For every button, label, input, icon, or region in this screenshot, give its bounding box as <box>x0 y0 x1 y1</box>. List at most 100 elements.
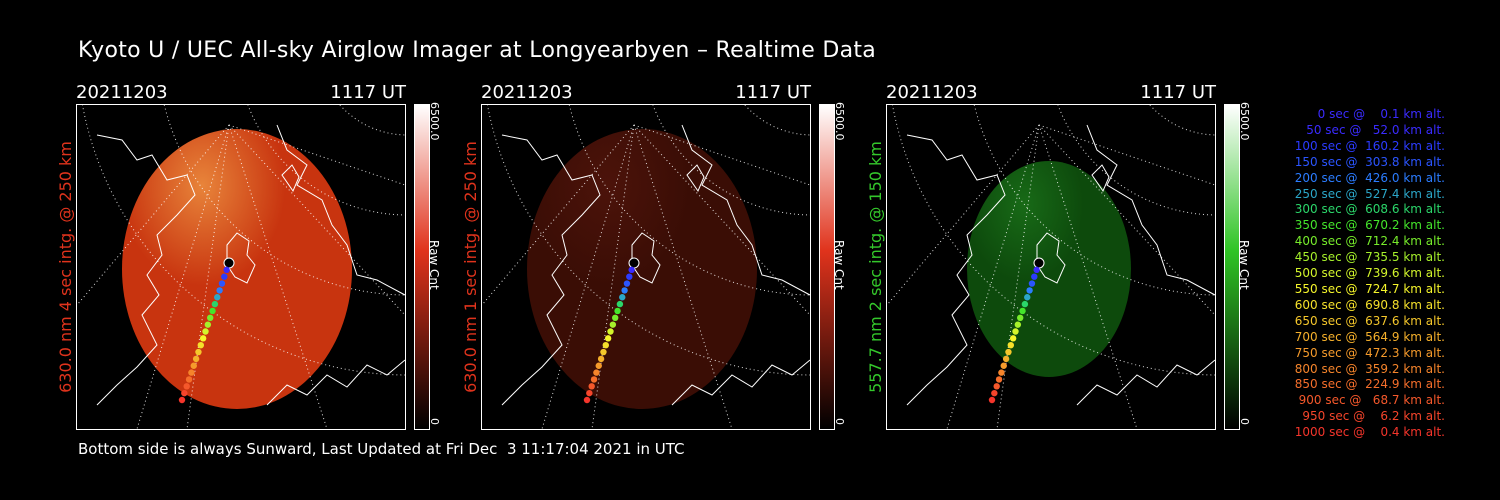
airglow-field <box>527 129 757 409</box>
trajectory-point <box>602 342 609 349</box>
legend-row: 450 sec @ 735.5 km alt. <box>1290 250 1445 265</box>
trajectory-point <box>1026 287 1033 294</box>
trajectory-point <box>993 383 1000 390</box>
trajectory-point <box>995 376 1003 383</box>
trajectory-point <box>626 273 633 280</box>
colorbar-unit: Raw Cnt <box>832 240 846 290</box>
trajectory-point <box>190 362 197 369</box>
trajectory-point <box>614 307 621 315</box>
all-sky-image <box>481 104 811 430</box>
trajectory-point <box>595 362 602 369</box>
trajectory-point <box>609 321 617 328</box>
all-sky-image <box>886 104 1216 430</box>
legend-row: 750 sec @ 472.3 km alt. <box>1290 345 1445 360</box>
airglow-field <box>122 129 352 409</box>
legend-row: 550 sec @ 724.7 km alt. <box>1290 281 1445 296</box>
trajectory-point <box>1024 294 1031 301</box>
trajectory-point <box>1033 266 1040 274</box>
legend-row: 800 sec @ 359.2 km alt. <box>1290 361 1445 376</box>
trajectory-point <box>988 396 996 404</box>
panel-date: 20211203 <box>886 82 978 103</box>
panel-time: 1117 UT <box>735 82 811 103</box>
trajectory-point <box>588 383 595 390</box>
trajectory-point <box>183 383 190 390</box>
trajectory-point <box>1021 300 1029 308</box>
colorbar-min: 0 <box>1238 418 1251 425</box>
trajectory-point <box>998 369 1005 376</box>
panel-ylabel: 630.0 nm 1 sec intg. @ 250 km <box>461 141 480 393</box>
trajectory-point <box>1012 328 1019 335</box>
trajectory-point <box>616 300 624 308</box>
trajectory-point <box>211 300 219 308</box>
legend-row: 650 sec @ 637.6 km alt. <box>1290 313 1445 328</box>
trajectory-point <box>619 294 626 301</box>
panel-time: 1117 UT <box>330 82 406 103</box>
legend-row: 950 sec @ 6.2 km alt. <box>1298 409 1445 424</box>
trajectory-point <box>195 348 202 356</box>
trajectory-point <box>192 355 200 363</box>
trajectory-point <box>197 342 204 349</box>
trajectory-point <box>223 257 235 269</box>
trajectory-point <box>621 287 628 294</box>
trajectory-point <box>218 280 226 287</box>
trajectory-point <box>628 266 635 274</box>
trajectory-point <box>1017 314 1024 321</box>
trajectory-legend: 0 sec @ 0.1 km alt. 50 sec @ 52.0 km alt… <box>1260 107 1445 441</box>
legend-row: 500 sec @ 739.6 km alt. <box>1290 266 1445 281</box>
trajectory-point <box>188 369 195 376</box>
legend-row: 700 sec @ 564.9 km alt. <box>1290 329 1445 344</box>
legend-row: 250 sec @ 527.4 km alt. <box>1290 186 1445 201</box>
panel-time: 1117 UT <box>1140 82 1216 103</box>
trajectory-point <box>583 396 591 404</box>
trajectory-point <box>607 328 614 335</box>
trajectory-point <box>991 389 998 397</box>
trajectory-point <box>1009 335 1017 342</box>
panel-date: 20211203 <box>481 82 573 103</box>
trajectory-point <box>202 328 209 335</box>
trajectory-point <box>593 369 600 376</box>
imager-panel-2: 20211203 1117 UT <box>481 82 811 430</box>
legend-row: 900 sec @ 68.7 km alt. <box>1294 393 1445 408</box>
colorbar-max: 6500.0 <box>833 102 846 141</box>
colorbar <box>819 104 835 430</box>
trajectory-point <box>1007 342 1014 349</box>
panel-ylabel: 557.7 nm 2 sec intg. @ 150 km <box>866 141 885 393</box>
trajectory-point <box>600 348 607 356</box>
panel-date: 20211203 <box>76 82 168 103</box>
trajectory-point <box>597 355 605 363</box>
trajectory-point <box>604 335 612 342</box>
trajectory-point <box>586 389 593 397</box>
trajectory-point <box>1005 348 1012 356</box>
legend-row: 150 sec @ 303.8 km alt. <box>1290 154 1445 169</box>
trajectory-point <box>223 266 230 274</box>
legend-row: 600 sec @ 690.8 km alt. <box>1290 297 1445 312</box>
legend-row: 400 sec @ 712.4 km alt. <box>1290 234 1445 249</box>
legend-row: 0 sec @ 0.1 km alt. <box>1306 107 1445 121</box>
trajectory-point <box>207 314 214 321</box>
trajectory-point <box>628 257 640 269</box>
trajectory-point <box>590 376 598 383</box>
trajectory-point <box>1019 307 1026 315</box>
imager-panel-3: 20211203 1117 UT <box>886 82 1216 430</box>
trajectory-point <box>185 376 193 383</box>
colorbar-min: 0 <box>833 418 846 425</box>
colorbar <box>1224 104 1240 430</box>
trajectory <box>583 257 640 404</box>
legend-row: 850 sec @ 224.9 km alt. <box>1290 377 1445 392</box>
colorbar <box>414 104 430 430</box>
trajectory-point <box>181 389 188 397</box>
trajectory <box>988 257 1045 404</box>
legend-row: 300 sec @ 608.6 km alt. <box>1290 202 1445 217</box>
trajectory-point <box>1000 362 1007 369</box>
trajectory-point <box>216 287 223 294</box>
legend-row: 350 sec @ 670.2 km alt. <box>1290 218 1445 233</box>
airglow-field <box>967 161 1131 377</box>
trajectory-point <box>204 321 212 328</box>
colorbar-unit: Raw Cnt <box>1237 240 1251 290</box>
trajectory-point <box>214 294 221 301</box>
colorbar-max: 6500.0 <box>428 102 441 141</box>
all-sky-image <box>76 104 406 430</box>
legend-row: 200 sec @ 426.0 km alt. <box>1290 170 1445 185</box>
panel-ylabel: 630.0 nm 4 sec intg. @ 250 km <box>56 141 75 393</box>
trajectory-point <box>178 396 186 404</box>
